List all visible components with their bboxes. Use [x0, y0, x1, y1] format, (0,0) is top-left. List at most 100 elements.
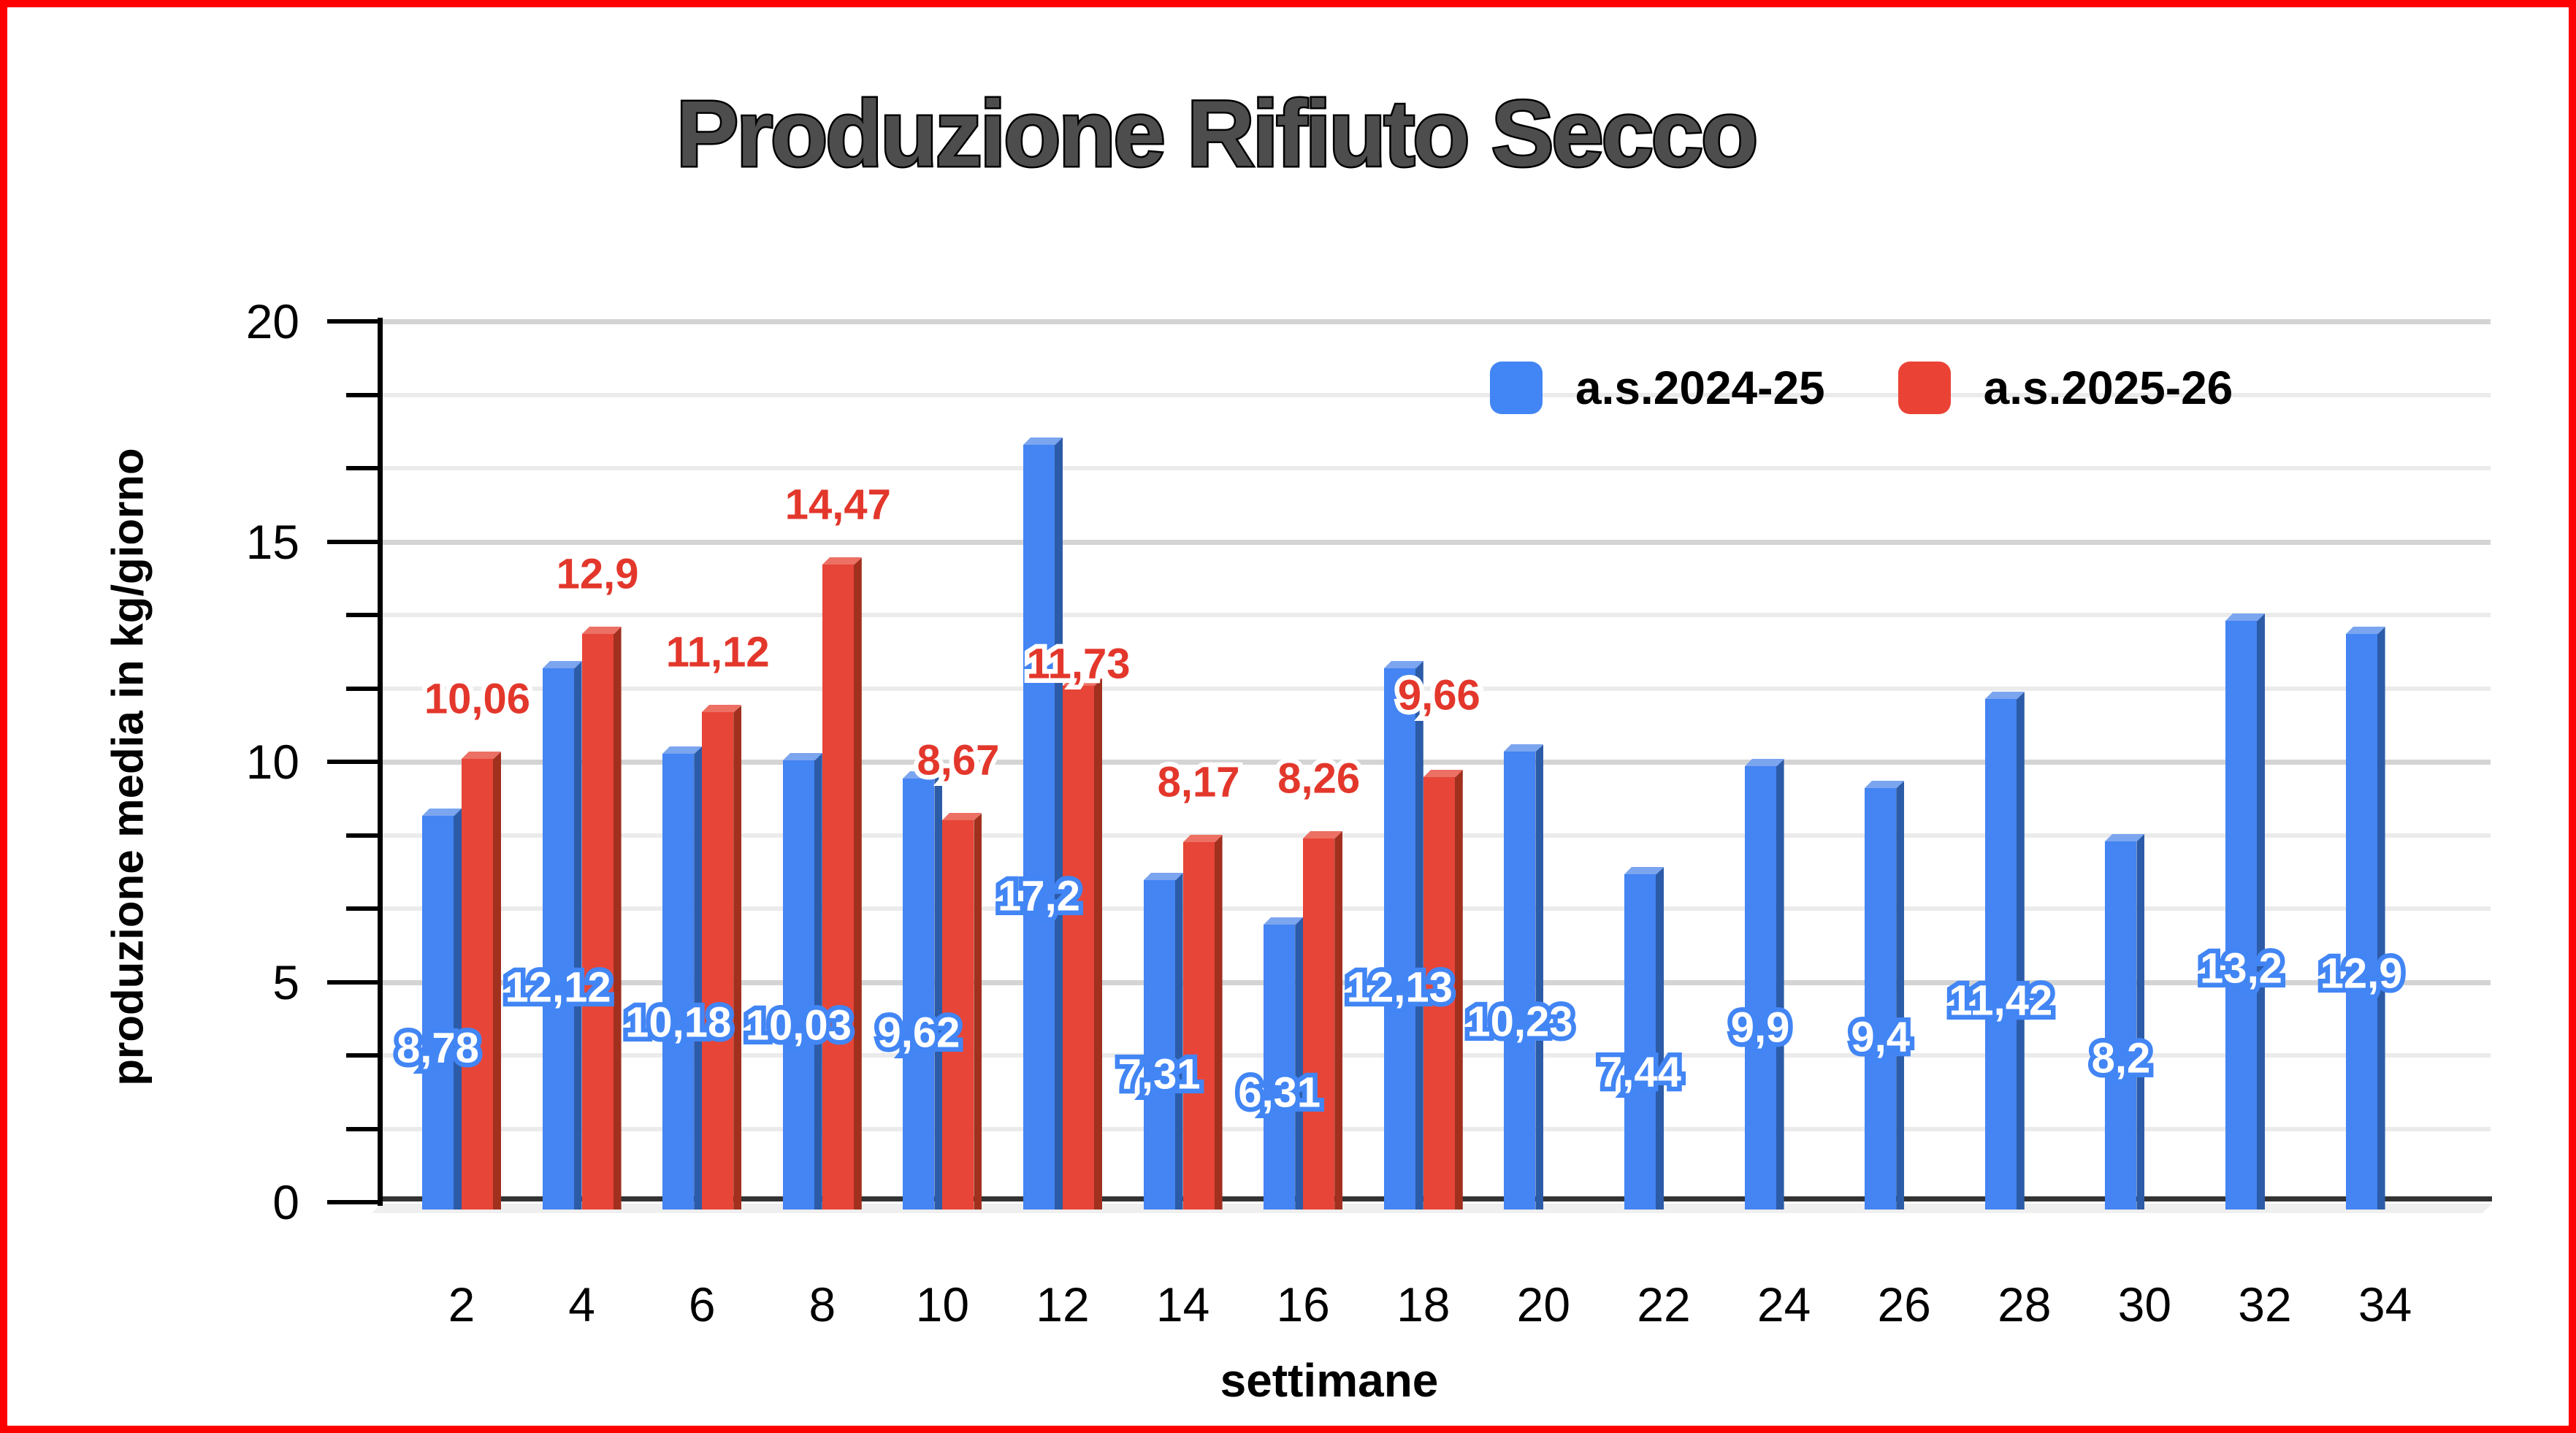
data-label-a.s.2024-25-week-20: 10,23	[1462, 993, 1578, 1050]
minor-gridline	[380, 392, 2491, 397]
y-tick-label-20: 20	[245, 294, 299, 348]
data-label-a.s.2025-26-week-10: 8,67	[912, 732, 1004, 789]
y-major-tick	[327, 1200, 380, 1204]
bar-bevel-a.s.2024-25-week-18	[1383, 660, 1423, 668]
bar-a.s.2024-25-week-16	[1264, 924, 1296, 1210]
x-tick-label-20: 20	[1516, 1277, 1571, 1331]
data-label-a.s.2024-25-week-8: 10,03	[741, 997, 856, 1054]
bar-a.s.2025-26-week-12	[1063, 685, 1094, 1210]
bar-side-a.s.2024-25-week-14	[1174, 873, 1183, 1210]
major-gridline	[380, 760, 2491, 765]
y-tick-label-15: 15	[245, 514, 299, 569]
x-tick-label-28: 28	[1998, 1277, 2052, 1331]
bar-a.s.2024-25-week-6	[662, 754, 695, 1210]
y-tick-label-0: 0	[272, 1175, 299, 1229]
bar-a.s.2024-25-week-28	[1984, 699, 2017, 1210]
bar-side-a.s.2024-25-week-8	[814, 753, 822, 1210]
bar-a.s.2024-25-week-20	[1504, 752, 1536, 1210]
bar-a.s.2025-26-week-16	[1303, 838, 1335, 1210]
y-tick-label-5: 5	[272, 955, 299, 1009]
y-axis-line	[378, 318, 383, 1206]
bar-a.s.2024-25-week-18	[1383, 668, 1415, 1210]
bar-a.s.2024-25-week-24	[1744, 766, 1776, 1210]
bar-side-a.s.2024-25-week-18	[1415, 660, 1423, 1210]
y-minor-tick	[346, 1126, 380, 1131]
x-tick-label-16: 16	[1276, 1277, 1330, 1331]
data-label-a.s.2024-25-week-28: 11,42	[1944, 972, 2057, 1029]
data-label-a.s.2025-26-week-4: 12,9	[551, 546, 643, 603]
bar-side-a.s.2025-26-week-2	[493, 752, 501, 1210]
data-label-a.s.2024-25-week-4: 12,12	[500, 959, 616, 1016]
x-tick-label-8: 8	[809, 1277, 836, 1331]
data-label-a.s.2024-25-week-18: 12,13	[1342, 959, 1457, 1016]
data-label-a.s.2024-25-week-24: 9,9	[1726, 999, 1795, 1056]
data-label-a.s.2024-25-week-2: 8,78	[392, 1020, 484, 1077]
bar-side-a.s.2025-26-week-8	[853, 557, 862, 1210]
bar-side-a.s.2024-25-week-10	[934, 771, 943, 1210]
data-label-a.s.2024-25-week-26: 9,4	[1846, 1009, 1915, 1066]
bar-bevel-a.s.2025-26-week-18	[1423, 769, 1463, 777]
bar-a.s.2025-26-week-6	[702, 712, 734, 1210]
legend-label-2024-25: a.s.2024-25	[1575, 362, 1825, 414]
x-tick-label-26: 26	[1877, 1277, 1931, 1331]
bar-side-a.s.2024-25-week-26	[1896, 781, 1905, 1210]
y-minor-tick	[346, 1053, 380, 1058]
bar-side-a.s.2024-25-week-22	[1656, 867, 1664, 1210]
bar-a.s.2025-26-week-10	[942, 820, 974, 1210]
data-label-a.s.2024-25-week-14: 7,31	[1113, 1046, 1205, 1103]
bar-a.s.2025-26-week-4	[581, 634, 614, 1210]
minor-gridline	[380, 613, 2491, 617]
bar-a.s.2024-25-week-4	[542, 668, 574, 1210]
bar-side-a.s.2024-25-week-24	[1776, 759, 1784, 1210]
x-tick-label-22: 22	[1637, 1277, 1691, 1331]
data-label-a.s.2024-25-week-12: 17,2	[993, 868, 1085, 925]
bar-a.s.2025-26-week-18	[1423, 776, 1455, 1210]
bar-side-a.s.2025-26-week-14	[1214, 835, 1223, 1210]
y-axis-title: produzione media in kg/giorno	[103, 448, 153, 1086]
bar-a.s.2024-25-week-14	[1143, 880, 1175, 1210]
x-tick-label-32: 32	[2238, 1277, 2292, 1331]
data-label-a.s.2024-25-week-34: 12,9	[2315, 945, 2407, 1002]
y-minor-tick	[346, 466, 380, 470]
bar-a.s.2025-26-week-8	[822, 565, 854, 1210]
x-tick-label-2: 2	[448, 1277, 475, 1331]
data-label-a.s.2025-26-week-16: 8,26	[1273, 750, 1365, 807]
x-tick-label-14: 14	[1155, 1277, 1210, 1331]
bar-side-a.s.2025-26-week-10	[974, 813, 982, 1210]
x-tick-label-34: 34	[2358, 1277, 2412, 1331]
bar-side-a.s.2025-26-week-18	[1454, 769, 1463, 1210]
major-gridline	[380, 319, 2491, 324]
bar-side-a.s.2025-26-week-16	[1334, 830, 1343, 1210]
x-tick-label-24: 24	[1757, 1277, 1811, 1331]
data-label-a.s.2025-26-week-2: 10,06	[419, 670, 535, 727]
data-label-a.s.2024-25-week-22: 7,44	[1594, 1044, 1686, 1101]
bar-a.s.2024-25-week-2	[422, 815, 454, 1210]
major-gridline	[380, 539, 2491, 545]
bar-side-a.s.2024-25-week-20	[1535, 744, 1544, 1210]
bar-a.s.2024-25-week-10	[903, 778, 935, 1210]
y-minor-tick	[346, 392, 380, 397]
minor-gridline	[380, 686, 2491, 691]
x-tick-label-6: 6	[688, 1277, 716, 1331]
bar-a.s.2024-25-week-34	[2345, 634, 2377, 1210]
bar-bevel-a.s.2024-25-week-2	[422, 808, 462, 816]
data-label-a.s.2025-26-week-8: 14,47	[780, 476, 895, 533]
legend: a.s.2024-25 a.s.2025-26	[1490, 362, 2233, 414]
bar-side-a.s.2024-25-week-2	[454, 808, 462, 1210]
data-label-a.s.2024-25-week-32: 13,2	[2195, 940, 2288, 997]
bar-side-a.s.2024-25-week-12	[1055, 437, 1063, 1210]
data-label-a.s.2024-25-week-10: 9,62	[873, 1004, 965, 1061]
y-major-tick	[327, 539, 380, 544]
x-tick-label-30: 30	[2117, 1277, 2172, 1331]
bar-a.s.2024-25-week-22	[1624, 874, 1656, 1210]
bar-side-a.s.2025-26-week-6	[733, 705, 742, 1210]
data-label-a.s.2025-26-week-6: 11,12	[661, 624, 774, 681]
bar-side-a.s.2025-26-week-4	[613, 627, 622, 1210]
y-minor-tick	[346, 833, 380, 838]
chart-title: Produzione Rifiuto Secco	[674, 80, 1759, 188]
bar-a.s.2024-25-week-8	[782, 760, 814, 1210]
x-tick-label-4: 4	[568, 1277, 595, 1331]
data-label-a.s.2025-26-week-14: 8,17	[1153, 754, 1245, 811]
bar-side-a.s.2025-26-week-12	[1094, 678, 1102, 1210]
x-tick-label-10: 10	[915, 1277, 970, 1331]
